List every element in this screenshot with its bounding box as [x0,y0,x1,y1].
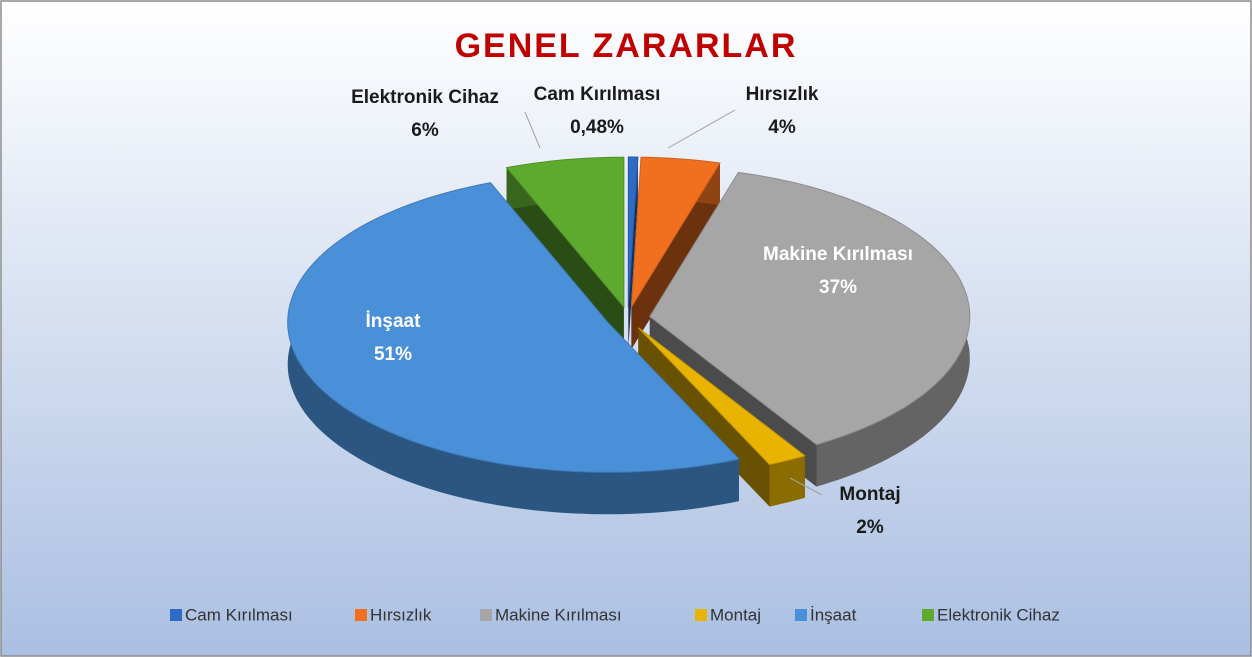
slice-side [287,182,739,515]
data-label-name: Hırsızlık [746,84,819,105]
legend-swatch [170,609,182,621]
legend-label: Cam Kırılması [185,605,293,624]
slice [637,327,806,466]
data-label-value: 4% [768,117,796,138]
chart-title: GENEL ZARARLAR [455,27,798,65]
data-label-name: Cam Kırılması [534,84,661,105]
legend-swatch [480,609,492,621]
slice-wall [631,163,720,350]
slice-wall [628,157,638,349]
data-label-name: İnşaat [366,311,422,332]
pie-tops [287,156,971,473]
legend-swatch [355,609,367,621]
slice-wall [506,167,624,350]
legend-label: Montaj [710,605,761,624]
slice [505,156,625,309]
leader-line [667,109,736,149]
legend-label: Makine Kırılması [495,605,622,624]
data-label-name: Makine Kırılması [763,244,913,265]
data-label-value: 6% [411,120,439,141]
slice [287,182,740,473]
data-label-name: Elektronik Cihaz [351,87,499,108]
legend-swatch [922,609,934,621]
legend-swatch [795,609,807,621]
data-label-value: 37% [819,277,857,298]
slice [649,171,971,446]
leader-line [524,111,541,149]
leader-line [789,477,823,496]
slice [627,156,639,308]
slice-side [769,455,805,507]
legend-label: İnşaat [810,605,857,624]
data-label-value: 51% [374,344,412,365]
legend-swatch [695,609,707,621]
data-label-value: 0,48% [570,117,624,138]
data-label-name: Montaj [839,484,900,505]
legend-label: Hırsızlık [370,605,432,624]
data-label-value: 2% [856,517,884,538]
slice [630,156,721,308]
legend-label: Elektronik Cihaz [937,605,1060,624]
